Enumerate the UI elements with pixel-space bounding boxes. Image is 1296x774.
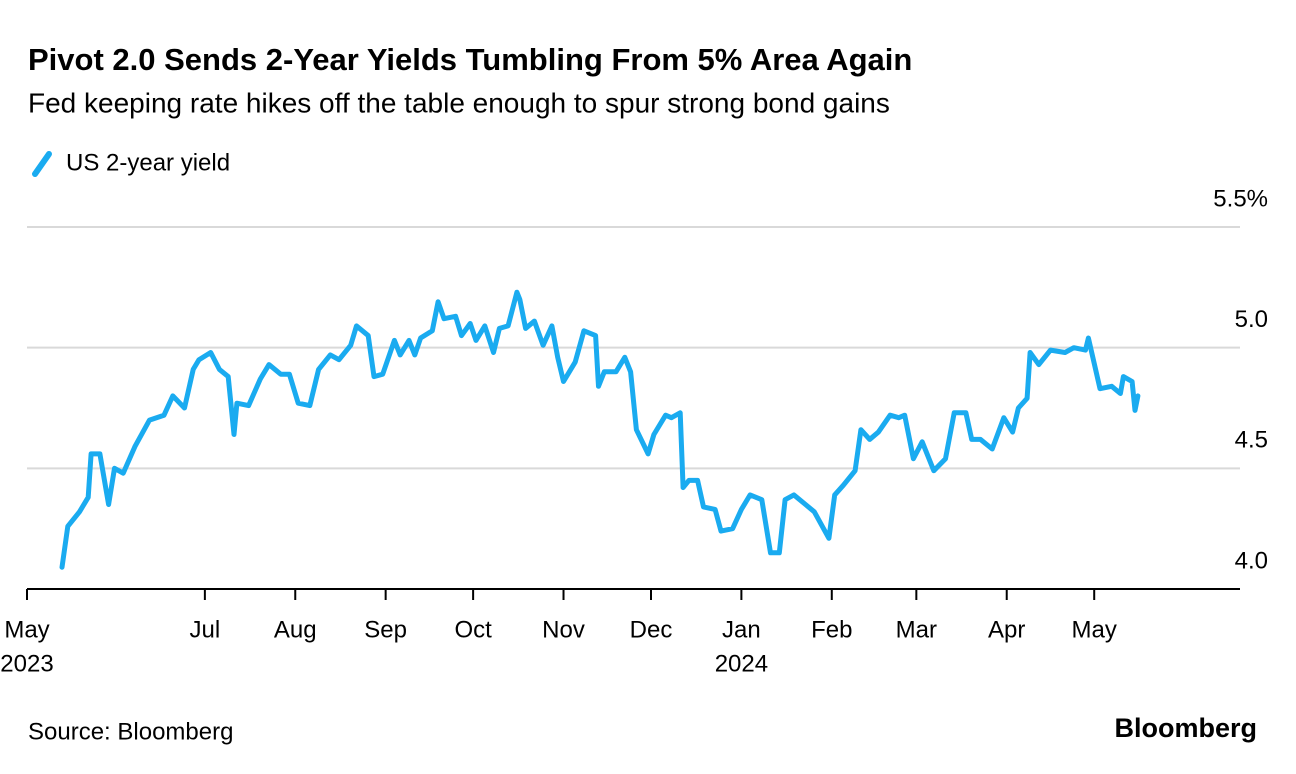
x-tick-label: Apr xyxy=(988,616,1025,643)
y-tick-label: 5.0 xyxy=(1235,306,1268,333)
chart-subtitle: Fed keeping rate hikes off the table eno… xyxy=(28,87,890,118)
x-tick-label: Oct xyxy=(454,616,492,643)
x-tick-label: Sep xyxy=(364,616,407,643)
legend-swatch xyxy=(32,151,52,177)
x-tick-label: Dec xyxy=(630,616,673,643)
brand: Bloomberg xyxy=(1114,713,1257,743)
x-tick-label: Feb xyxy=(811,616,852,643)
x-tick-label: Jan xyxy=(722,616,761,643)
series-line xyxy=(59,289,1141,570)
chart-title: Pivot 2.0 Sends 2-Year Yields Tumbling F… xyxy=(28,42,912,77)
x-tick-year: 2023 xyxy=(0,650,53,677)
x-tick-label: Mar xyxy=(896,616,937,643)
source: Source: Bloomberg xyxy=(28,718,233,745)
y-tick-label: 4.5 xyxy=(1235,427,1268,454)
x-tick-label: May xyxy=(1072,616,1117,643)
x-tick-year: 2024 xyxy=(715,650,768,677)
x-tick-label: Aug xyxy=(274,616,317,643)
x-tick-label: Nov xyxy=(542,616,585,643)
x-tick-label: Jul xyxy=(190,616,221,643)
y-tick-label: 5.5% xyxy=(1213,185,1268,212)
y-tick-label: 4.0 xyxy=(1235,547,1268,574)
legend-label: US 2-year yield xyxy=(66,149,230,176)
x-tick-label: May xyxy=(4,616,49,643)
